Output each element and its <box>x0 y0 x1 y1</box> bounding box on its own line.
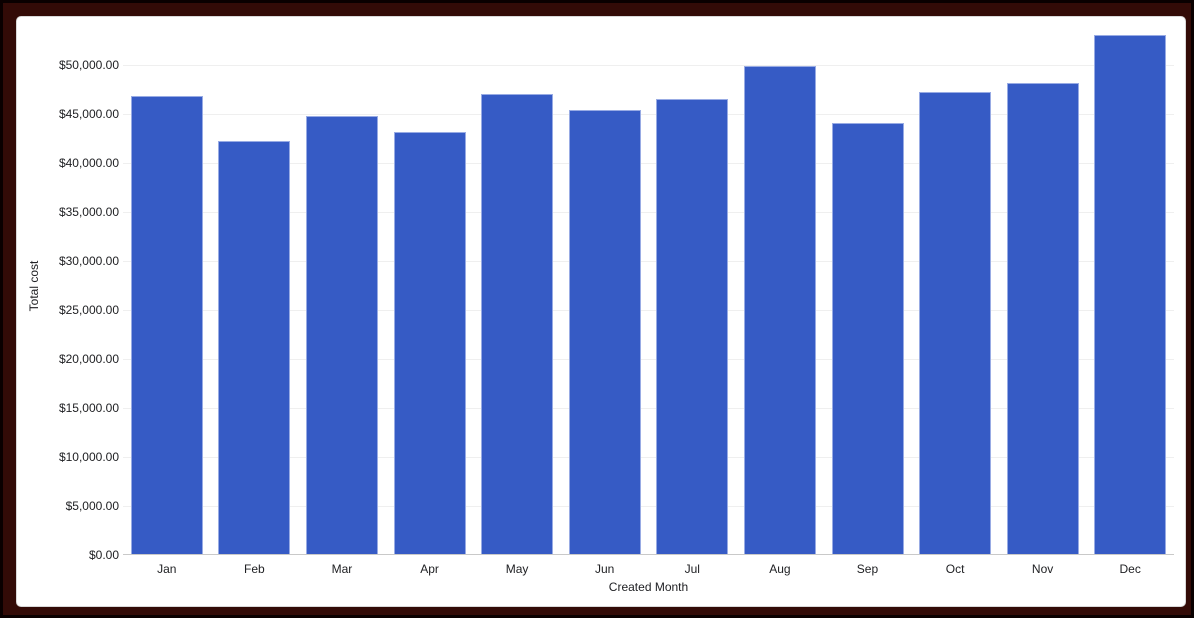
gridline <box>123 65 1174 66</box>
bar-oct[interactable] <box>919 92 991 554</box>
y-axis-tick-label: $45,000.00 <box>58 107 119 121</box>
bar-jun[interactable] <box>568 110 641 554</box>
bar-apr[interactable] <box>393 131 466 554</box>
bar-jan[interactable] <box>130 96 203 554</box>
y-axis-tick-label: $30,000.00 <box>58 254 119 268</box>
bar-nov[interactable] <box>1006 82 1079 554</box>
y-axis-tick-label: $40,000.00 <box>58 156 119 170</box>
y-axis-tick-label: $50,000.00 <box>58 58 119 72</box>
gridline <box>123 163 1174 164</box>
y-axis-tick-label: $10,000.00 <box>58 450 119 464</box>
x-axis-tick-label: Jun <box>595 562 615 576</box>
x-axis-tick-label: May <box>505 562 529 576</box>
chart-card: Total cost $0.00 $5,000.00 $10,000.00 $15,0… <box>16 16 1186 607</box>
y-axis-tick-label: $5,000.00 <box>65 499 119 513</box>
x-axis-tick-label: Jul <box>684 562 700 576</box>
bar-dec[interactable] <box>1094 34 1167 554</box>
bar-sep[interactable] <box>831 122 904 554</box>
x-axis-baseline <box>123 554 1174 555</box>
bar-aug[interactable] <box>743 66 816 554</box>
x-axis-tick-label: Feb <box>244 562 265 576</box>
x-axis-title: Created Month <box>608 580 689 594</box>
x-axis-tick-labels: Jan Feb Mar Apr May Jun Jul Aug Sep Oct Nov Dec <box>123 562 1174 577</box>
y-axis-tick-label: $20,000.00 <box>58 352 119 366</box>
gridline <box>123 114 1174 115</box>
y-axis-tick-label: $0.00 <box>88 548 119 562</box>
gridline <box>123 359 1174 360</box>
gridline <box>123 261 1174 262</box>
gridline <box>123 310 1174 311</box>
bar-feb[interactable] <box>218 141 291 554</box>
y-axis-tick-label: $15,000.00 <box>58 401 119 415</box>
x-axis-tick-label: Sep <box>856 562 879 576</box>
gridline <box>123 408 1174 409</box>
x-axis-tick-label: Dec <box>1119 562 1141 576</box>
x-axis-tick-label: Mar <box>331 562 353 576</box>
y-axis-tick-label: $25,000.00 <box>58 303 119 317</box>
x-axis-tick-label: Oct <box>945 562 965 576</box>
bar-may[interactable] <box>481 94 554 554</box>
bar-mar[interactable] <box>306 116 378 554</box>
y-axis-tick-label: $35,000.00 <box>58 205 119 219</box>
x-axis-tick-label: Nov <box>1031 562 1054 576</box>
plot-area <box>123 17 1174 555</box>
bar-jul[interactable] <box>656 99 729 554</box>
gridline <box>123 506 1174 507</box>
x-axis-tick-label: Aug <box>769 562 791 576</box>
y-axis-tick-labels: $0.00 $5,000.00 $10,000.00 $15,000.00 $20,00… <box>17 17 119 562</box>
gridline <box>123 457 1174 458</box>
x-axis-tick-label: Jan <box>157 562 177 576</box>
x-axis-tick-label: Apr <box>420 562 439 576</box>
gridline <box>123 212 1174 213</box>
